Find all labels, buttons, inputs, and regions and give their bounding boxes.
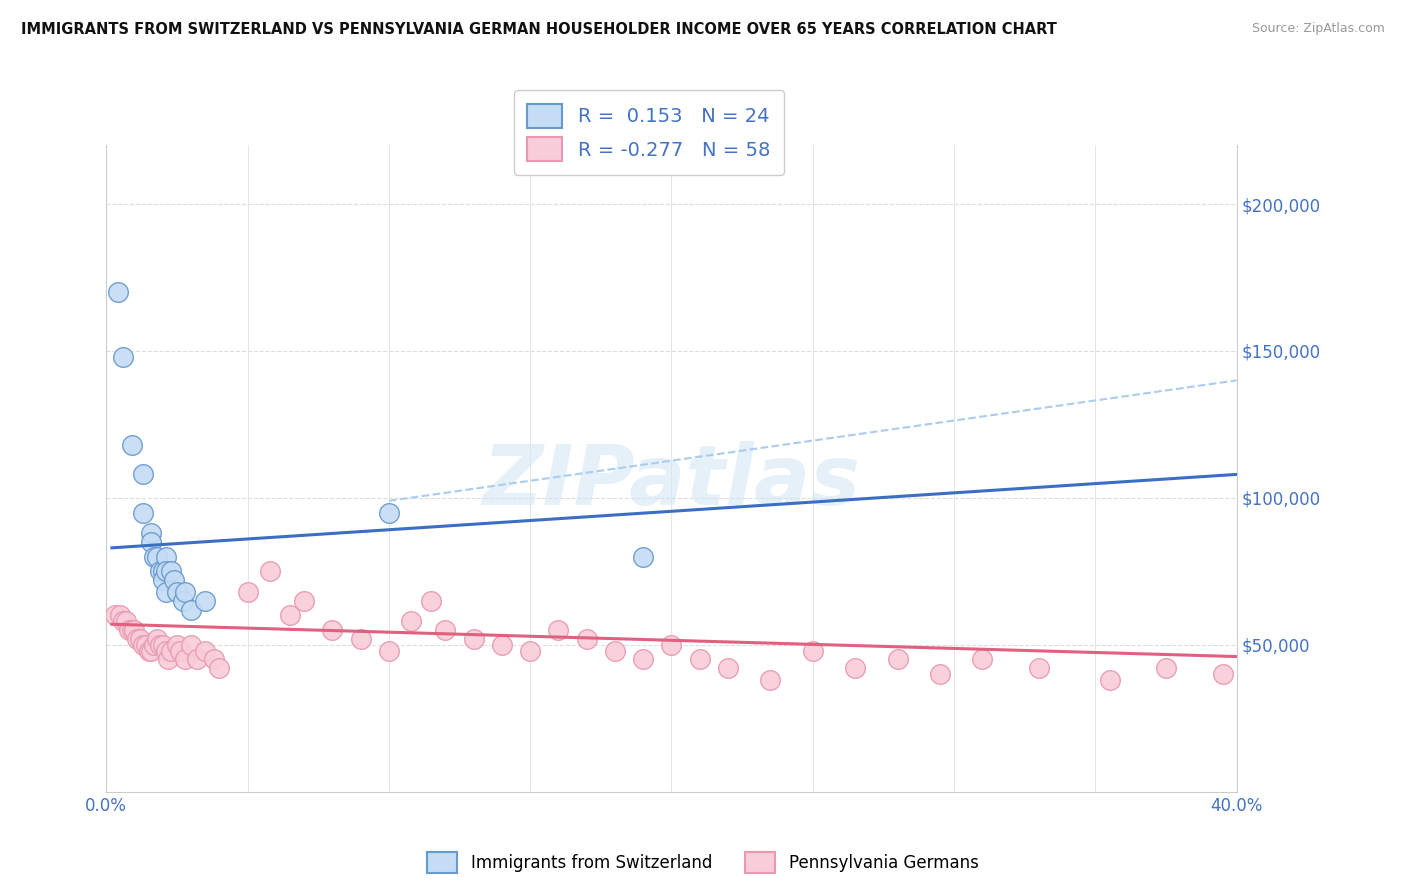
Point [661,638,683,652]
Point [157,652,180,666]
Point [378,643,401,657]
Text: ZIPatlas: ZIPatlas [482,441,860,522]
Point [180,602,202,616]
Point [759,673,782,687]
Point [420,593,443,607]
Point [172,593,194,607]
Point [166,638,188,652]
Point [929,667,952,681]
Point [155,585,177,599]
Point [689,652,711,666]
Point [844,661,866,675]
Text: Source: ZipAtlas.com: Source: ZipAtlas.com [1251,22,1385,36]
Point [278,608,301,623]
Point [104,608,127,623]
Point [160,643,183,657]
Point [132,506,155,520]
Point [349,632,371,646]
Point [141,526,163,541]
Point [631,549,654,564]
Point [138,643,160,657]
Text: IMMIGRANTS FROM SWITZERLAND VS PENNSYLVANIA GERMAN HOUSEHOLDER INCOME OVER 65 YE: IMMIGRANTS FROM SWITZERLAND VS PENNSYLVA… [21,22,1057,37]
Point [194,643,217,657]
Point [603,643,626,657]
Point [129,632,152,646]
Point [155,643,177,657]
Point [491,638,513,652]
Point [143,638,166,652]
Point [631,652,654,666]
Point [321,623,343,637]
Point [121,438,143,452]
Point [143,549,166,564]
Point [1212,667,1234,681]
Point [169,643,191,657]
Point [149,638,172,652]
Point [149,565,172,579]
Point [972,652,994,666]
Point [160,565,183,579]
Point [124,623,146,637]
Point [166,585,188,599]
Point [292,593,315,607]
Point [112,350,135,364]
Legend: R =  0.153   N = 24, R = -0.277   N = 58: R = 0.153 N = 24, R = -0.277 N = 58 [513,90,785,175]
Point [152,565,174,579]
Point [378,506,401,520]
Point [180,638,202,652]
Point [1098,673,1121,687]
Point [434,623,457,637]
Point [463,632,485,646]
Point [141,643,163,657]
Point [155,549,177,564]
Point [152,638,174,652]
Point [575,632,598,646]
Point [155,565,177,579]
Legend: Immigrants from Switzerland, Pennsylvania Germans: Immigrants from Switzerland, Pennsylvani… [420,846,986,880]
Point [112,615,135,629]
Point [174,585,197,599]
Point [801,643,824,657]
Point [127,632,149,646]
Point [132,467,155,482]
Point [547,623,569,637]
Point [146,549,169,564]
Point [115,615,138,629]
Point [401,615,423,629]
Point [132,638,155,652]
Point [194,593,217,607]
Point [118,623,141,637]
Point [121,623,143,637]
Point [174,652,197,666]
Point [135,638,157,652]
Point [717,661,740,675]
Point [1154,661,1177,675]
Point [146,632,169,646]
Point [141,535,163,549]
Point [259,565,281,579]
Point [152,573,174,587]
Point [886,652,908,666]
Point [163,573,186,587]
Point [1028,661,1050,675]
Point [110,608,132,623]
Point [186,652,208,666]
Point [208,661,231,675]
Point [519,643,541,657]
Point [236,585,259,599]
Point [202,652,225,666]
Point [107,285,129,300]
